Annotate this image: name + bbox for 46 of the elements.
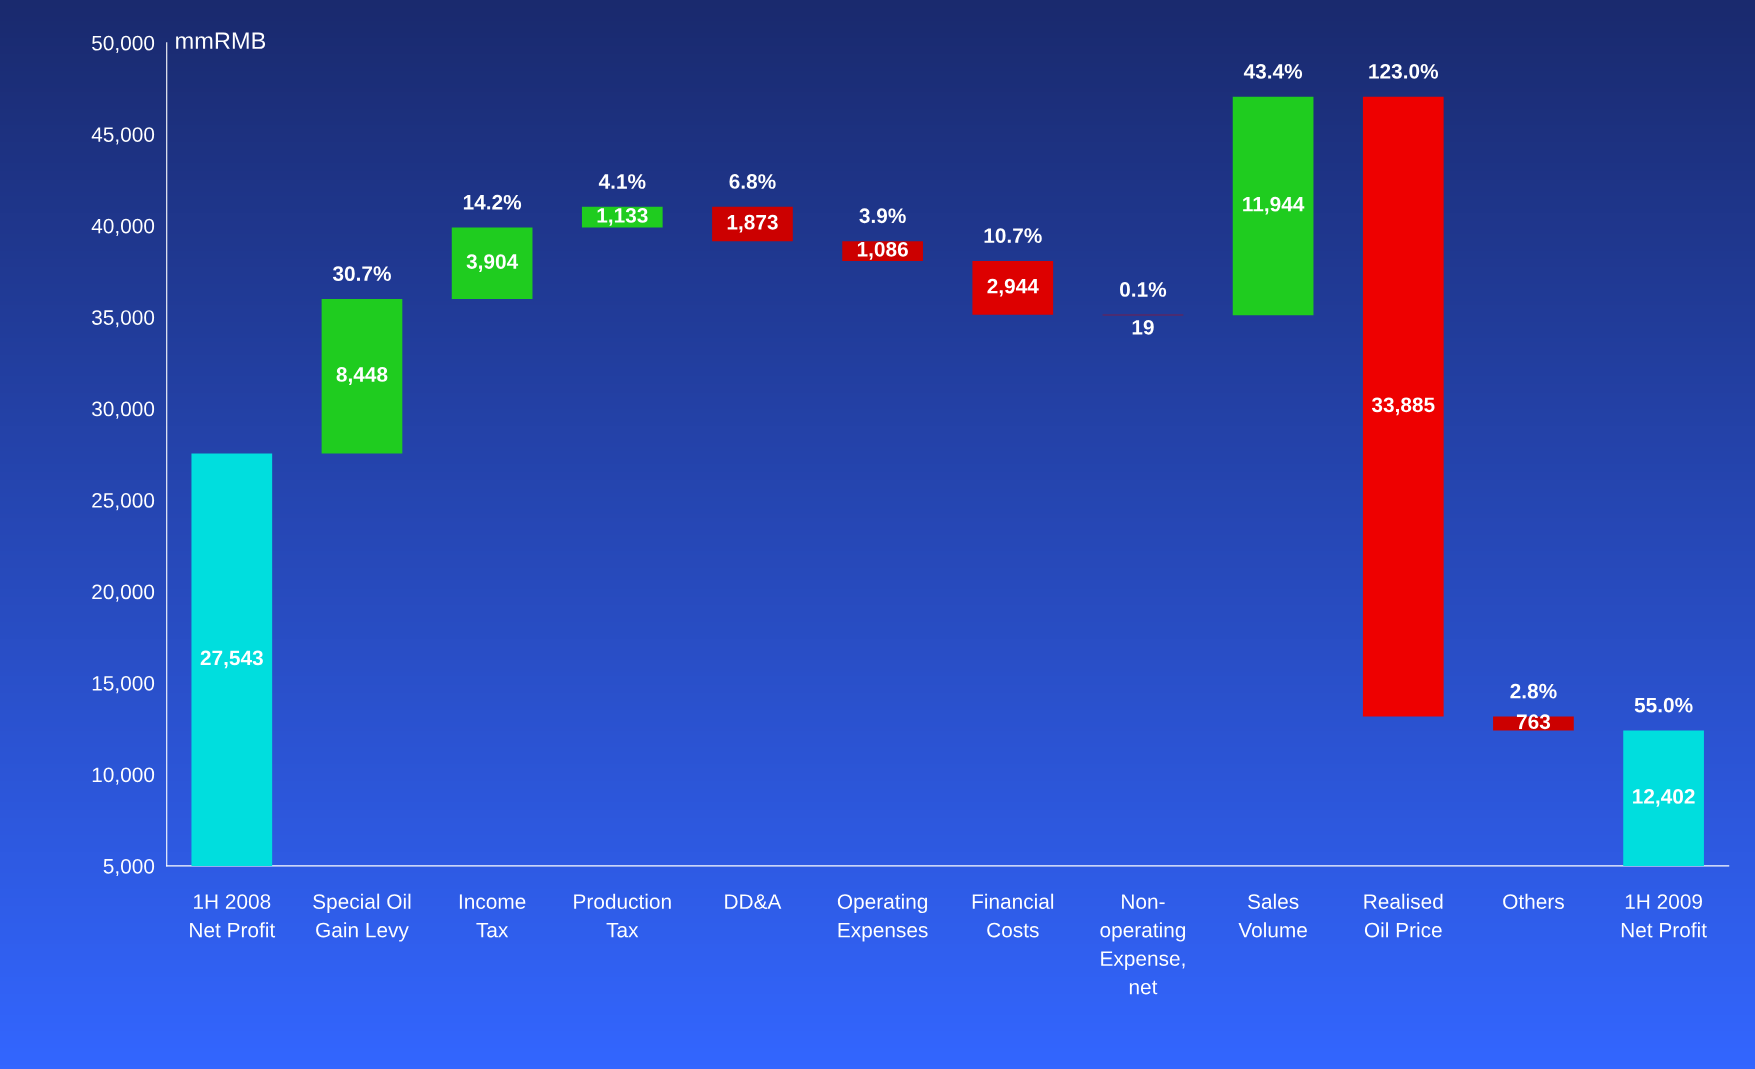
x-tick-label: 1H 2008 Net Profit	[190, 894, 276, 938]
y-tick-label: 40,000	[91, 218, 155, 236]
data-label: 11,944	[1243, 196, 1305, 215]
annotation: 0.1%	[1120, 282, 1167, 297]
y-tick-label: 35,000	[92, 310, 155, 328]
x-tick-label: Non- operating Expense, net	[1100, 894, 1186, 995]
data-label: 2,944	[987, 278, 1039, 297]
x-tick-label: Income Tax	[459, 894, 526, 938]
data-label: 763	[1516, 714, 1551, 730]
x-tick-label: Operating Expenses	[837, 893, 928, 942]
annotation: 6.8%	[729, 174, 776, 189]
data-label: 1,873	[727, 214, 778, 233]
annotation: 3.9%	[859, 208, 906, 224]
annotation: 10.7%	[984, 228, 1042, 243]
data-label: 27,543	[200, 650, 263, 669]
annotation: 2.8%	[1510, 683, 1557, 699]
annotation: 43.4%	[1243, 63, 1303, 79]
y-tick-label: 20,000	[92, 584, 155, 602]
data-label: 33,885	[1371, 397, 1435, 416]
annotation: 4.1%	[598, 174, 646, 189]
x-tick-label: 1H 2009 Net Profit	[1621, 894, 1707, 938]
x-tick-label: Sales Volume	[1238, 893, 1307, 938]
y-axis-title: mmRMB	[176, 32, 266, 49]
data-label: 1,133	[597, 208, 648, 226]
y-tick-label: 45,000	[91, 127, 155, 145]
y-tick-label: 15,000	[92, 675, 155, 694]
data-label: 19	[1132, 319, 1154, 335]
x-tick-label: DD&A	[725, 894, 782, 909]
data-label: 1,086	[857, 241, 908, 260]
y-tick-label: 30,000	[92, 401, 155, 419]
x-tick-label: Realised Oil Price	[1364, 893, 1443, 938]
x-tick-label: Financial Costs	[972, 893, 1054, 938]
x-tick-label: Others	[1503, 893, 1564, 909]
annotation: 30.7%	[332, 266, 391, 282]
y-tick-label: 50,000	[92, 35, 155, 53]
y-tick-label: 10,000	[92, 767, 155, 785]
x-tick-label: Special Oil Gain Levy	[313, 893, 411, 942]
y-tick-label: 5,000	[103, 858, 155, 877]
x-tick-label: Production Tax	[574, 893, 671, 938]
data-label: 3,904	[466, 254, 519, 272]
annotation: 55.0%	[1634, 697, 1693, 713]
annotation: 123.0%	[1369, 63, 1439, 79]
y-tick-label: 25,000	[92, 493, 155, 511]
data-label: 12,402	[1633, 789, 1695, 807]
data-label: 8,448	[336, 367, 388, 385]
annotation: 14.2%	[463, 194, 522, 210]
